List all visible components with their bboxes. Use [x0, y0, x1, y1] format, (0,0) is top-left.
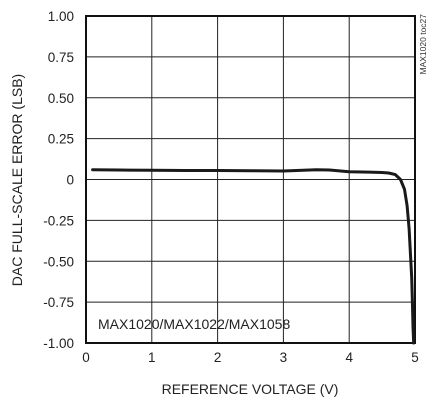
- x-tick-label: 1: [148, 350, 156, 365]
- y-tick-label: -1.00: [43, 336, 74, 351]
- y-tick-labels: 1.00 0.75 0.50 0.25 0 -0.25 -0.50 -0.75 -1.00: [43, 9, 74, 351]
- y-axis-label: DAC FULL-SCALE ERROR (LSB): [9, 74, 25, 286]
- figure-id-label: MAX1020 toc27: [418, 14, 428, 75]
- x-tick-label: 5: [411, 350, 419, 365]
- x-tick-label: 4: [345, 350, 353, 365]
- x-tick-label: 3: [280, 350, 288, 365]
- series-line: [91, 168, 416, 345]
- y-tick-label: 1.00: [48, 9, 74, 24]
- grid: [86, 16, 415, 343]
- part-number-annotation: MAX1020/MAX1022/MAX1058: [98, 316, 290, 332]
- y-tick-label: 0.50: [48, 91, 74, 106]
- x-tick-labels: 0 1 2 3 4 5: [82, 350, 419, 365]
- y-tick-label: 0: [66, 173, 74, 188]
- y-tick-label: -0.50: [43, 254, 74, 269]
- plot-frame: [85, 15, 416, 344]
- y-tick-label: -0.25: [43, 213, 74, 228]
- y-tick-label: 0.25: [48, 132, 74, 147]
- series-group: [91, 168, 416, 345]
- x-tick-label: 0: [82, 350, 90, 365]
- y-tick-label: 0.75: [48, 50, 74, 65]
- y-tick-label: -0.75: [43, 295, 74, 310]
- x-tick-label: 2: [214, 350, 222, 365]
- x-axis-label: REFERENCE VOLTAGE (V): [162, 381, 339, 397]
